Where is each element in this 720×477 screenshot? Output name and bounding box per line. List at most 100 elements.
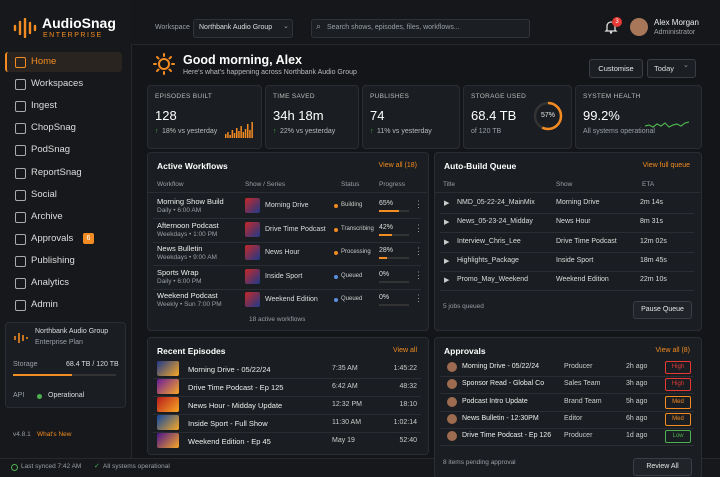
panel-link[interactable]: View all (8) <box>655 347 691 354</box>
pause-btn[interactable]: Pause Queue <box>633 301 692 319</box>
status-dot <box>334 274 338 279</box>
nav-item[interactable]: Ingest <box>31 100 57 112</box>
episode-duration: 18:10 <box>399 401 417 408</box>
greeting: Good morning, Alex <box>183 53 302 67</box>
panel-link[interactable]: View full queue <box>642 162 690 169</box>
nav-active <box>5 52 122 72</box>
approval-title: Sponsor Read - Global Co <box>462 380 545 388</box>
nav-item[interactable]: Approvals <box>31 232 74 244</box>
user-role: Administrator <box>654 29 696 36</box>
episode-duration: 1:02:14 <box>393 419 417 426</box>
divider <box>153 288 421 290</box>
chev: ⌄ <box>683 62 689 69</box>
show-name: Drive Time Podcast <box>265 225 326 233</box>
plan-card <box>5 322 126 408</box>
approver-avatar <box>447 379 457 390</box>
kpi-label: STORAGE USED <box>471 93 527 100</box>
priority-badge: High <box>665 361 691 374</box>
nav-item[interactable]: Workspaces <box>31 78 84 90</box>
nav-item[interactable]: Archive <box>31 210 63 222</box>
priority-badge: Low <box>665 430 691 444</box>
progress-label: 0% <box>379 294 390 301</box>
nav-item[interactable]: Publishing <box>31 254 75 266</box>
episode-thumb <box>157 415 179 430</box>
nav-item[interactable]: Admin <box>31 299 58 311</box>
play-icon[interactable]: ▶ <box>444 257 450 265</box>
play-icon[interactable]: ▶ <box>444 238 450 246</box>
row-menu[interactable]: ⋮ <box>414 246 423 256</box>
show-thumb <box>245 292 260 307</box>
priority-badge: Med <box>665 395 691 409</box>
ring: 57% <box>532 100 564 132</box>
search-box[interactable] <box>311 19 530 38</box>
approval-role: Editor <box>564 414 583 422</box>
kpi-value: 128 <box>155 108 177 123</box>
progress-label: 65% <box>379 200 394 207</box>
review-btn[interactable]: Review All <box>633 458 692 476</box>
col-header: Show <box>556 181 573 188</box>
row-menu[interactable]: ⋮ <box>414 222 423 233</box>
approval-role: Sales Team <box>564 380 601 388</box>
approval-time: 2h ago <box>626 363 648 370</box>
episode-title: Drive Time Podcast - Ep 125 <box>188 383 284 392</box>
episode-duration: 48:32 <box>399 383 417 390</box>
ring-arc <box>533 101 563 131</box>
approval-title: Podcast Intro Update <box>462 397 528 405</box>
progress-bar <box>379 233 392 236</box>
api-dot <box>37 394 42 399</box>
nav-item[interactable]: ReportSnag <box>31 166 82 178</box>
search-placeholder: Search shows, episodes, files, workflows… <box>327 24 460 31</box>
episode-time: May 19 <box>332 437 355 444</box>
show-name: News Hour <box>265 249 300 256</box>
divider <box>440 270 694 272</box>
workspace-select[interactable] <box>193 19 293 38</box>
nav-item[interactable]: Home <box>31 56 57 67</box>
queue-show: Weekend Edition <box>556 276 609 284</box>
col-header: ETA <box>642 181 655 188</box>
search-icon: ⌕ <box>316 21 322 31</box>
customise-btn[interactable]: Customise <box>589 59 643 78</box>
col-header: Progress <box>379 181 406 188</box>
show-thumb <box>245 198 260 213</box>
row-menu[interactable]: ⋮ <box>414 293 423 303</box>
nav-item[interactable]: Social <box>31 188 57 200</box>
nav-icon <box>15 233 26 245</box>
whats-new[interactable]: What's New <box>37 431 72 438</box>
row-menu[interactable]: ⋮ <box>414 269 423 280</box>
nav-item[interactable]: PodSnag <box>31 144 71 156</box>
panel-title: Approvals <box>444 346 486 356</box>
queue-show: News Hour <box>556 218 591 226</box>
nav-item[interactable]: Analytics <box>31 277 70 288</box>
episode-title: News Hour - Midday Update <box>188 401 283 410</box>
play-icon[interactable]: ▶ <box>444 200 450 207</box>
progress-label: 42% <box>379 223 394 231</box>
nav-item[interactable]: ChopSnag <box>31 122 76 134</box>
panel-link[interactable]: View all <box>393 347 417 354</box>
play-icon[interactable]: ▶ <box>444 277 450 285</box>
progress-bar <box>379 257 388 259</box>
storage-label: Storage <box>13 361 38 368</box>
workflow-schedule: Weekdays • 9:00 AM <box>157 254 217 261</box>
approval-time: 1d ago <box>626 432 648 440</box>
divider <box>440 213 694 214</box>
divider <box>440 427 694 429</box>
progress-label: 0% <box>379 270 390 278</box>
panel-title: Recent Episodes <box>157 346 226 356</box>
panel-link[interactable]: View all (18) <box>378 162 417 169</box>
version: v4.8.1 <box>13 431 31 438</box>
kpi-label: SYSTEM HEALTH <box>583 93 641 100</box>
episode-time: 12:32 PM <box>332 401 362 408</box>
row-menu[interactable]: ⋮ <box>414 199 423 209</box>
range-btn[interactable] <box>647 59 696 78</box>
col-header: Workflow <box>157 181 184 188</box>
episode-thumb <box>157 433 179 448</box>
play-icon[interactable]: ▶ <box>444 219 450 227</box>
progress-track <box>379 304 409 306</box>
status: Transcribing <box>341 225 374 232</box>
divider <box>440 290 694 292</box>
kpi-value: 34h 18m <box>273 108 324 123</box>
avatar[interactable] <box>630 18 648 36</box>
divider <box>153 378 421 379</box>
kpi-sub: All systems operational <box>583 128 655 135</box>
